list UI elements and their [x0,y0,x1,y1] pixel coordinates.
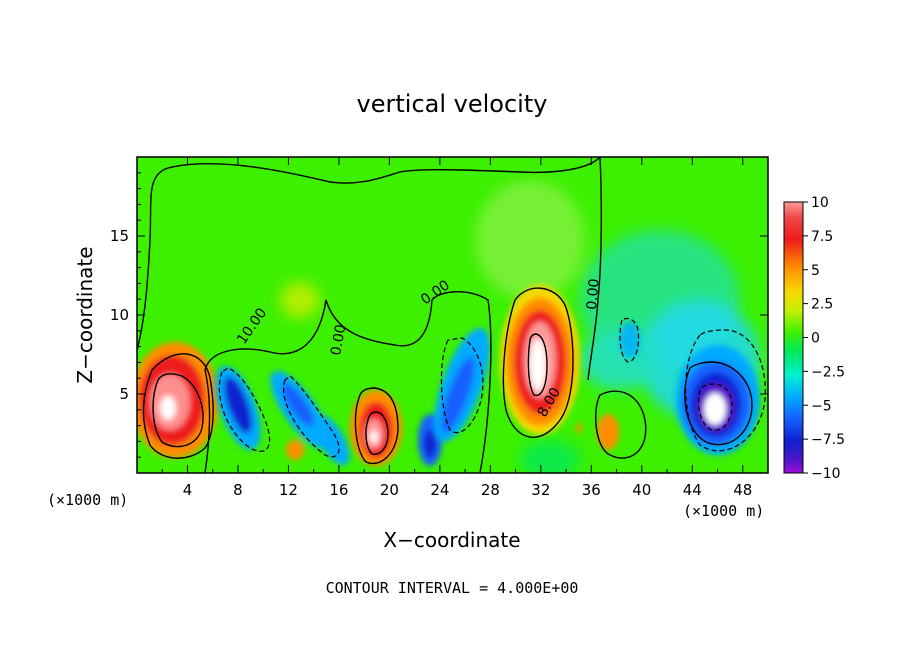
y-axis-label: Z−coordinate [73,246,97,383]
blob-center-navy [424,430,436,458]
x-tick-label: 8 [233,481,243,499]
x-tick-label: 32 [531,481,550,499]
y-tick-label: 15 [110,227,129,245]
colorbar-tick-label: 0 [811,331,820,347]
contour-label: 0.00 [328,323,349,356]
colorbar: 10 7.5 5 2.5 0 −2.5 −5 −7.5 −10 [783,195,845,482]
blob-left-core [160,396,176,420]
field-tone-upper-center [475,180,585,300]
contour-right-small [595,390,647,459]
contour-left-inner [152,373,204,448]
streak-3 [314,415,350,465]
spot-right-blue [620,322,640,358]
colorbar-tick-label: −2.5 [811,364,845,380]
contour-lines-negative [218,317,766,458]
streak-4-inner [441,357,475,433]
contour-right-zero [587,157,603,381]
colorbar-tick-label: −7.5 [811,432,845,448]
contour-mid-blob [354,387,399,465]
colorbar-tick-label: 5 [811,263,820,279]
field-tone-mid-right [580,330,660,390]
streak-1-inner [224,376,252,434]
spot-right-orange [597,414,619,450]
x-unit-right: (×1000 m) [683,502,764,520]
contour-neg-left [218,367,271,452]
x-tick-label: 16 [329,481,348,499]
contour-neg-right-inner [697,383,733,431]
contour-neg-small [619,317,640,363]
colorbar-tick-label: −10 [811,466,841,482]
contour-middle-zero [204,291,492,473]
x-unit-left: (×1000 m) [47,491,128,509]
x-axis: 4 8 12 16 20 24 28 32 36 40 44 48 [161,157,752,499]
y-tick-label: 10 [110,306,129,324]
contour-upper-zero [137,157,601,351]
colorbar-tick-label: −5 [811,398,832,414]
contour-interval-note: CONTOUR INTERVAL = 4.000E+00 [326,579,579,597]
contour-neg-left-2 [283,375,340,458]
x-tick-label: 28 [481,481,500,499]
y-tick-label: 5 [119,385,129,403]
x-tick-label: 4 [183,481,193,499]
spot-right-orange-small [576,423,582,433]
x-tick-label: 40 [632,481,651,499]
blob-main-core [530,339,546,391]
contour-main-blob [502,287,574,438]
contour-main-inner [527,333,548,397]
y-axis: 5 10 15 [110,172,768,458]
x-tick-label: 12 [279,481,298,499]
x-tick-label: 24 [430,481,449,499]
x-tick-label: 48 [733,481,752,499]
contour-lines [137,157,753,473]
streak-2-inner [282,384,314,426]
colorbar-tick-label: 2.5 [811,297,833,313]
contour-label: 0.00 [584,278,603,310]
field-tone-bottom [520,440,580,473]
x-tick-label: 36 [582,481,601,499]
field-tone-yellow-small [280,282,320,318]
chart-title: vertical velocity [357,90,548,118]
contour-left-blob [142,353,214,459]
colorbar-tick-label: 10 [811,195,829,211]
blob-right-core [704,393,726,425]
spot-orange-small [286,440,304,460]
colorbar-ramp [783,201,804,474]
x-axis-label: X−coordinate [383,528,520,552]
contour-neg-center [440,337,484,434]
heatmap-field: 10.00 0.00 0.00 0.00 8.00 [137,157,768,473]
colorbar-tick-label: 7.5 [811,229,833,245]
blob-mid-core [370,431,378,443]
x-tick-label: 44 [683,481,702,499]
x-tick-label: 20 [380,481,399,499]
contour-mid-inner [365,411,389,455]
